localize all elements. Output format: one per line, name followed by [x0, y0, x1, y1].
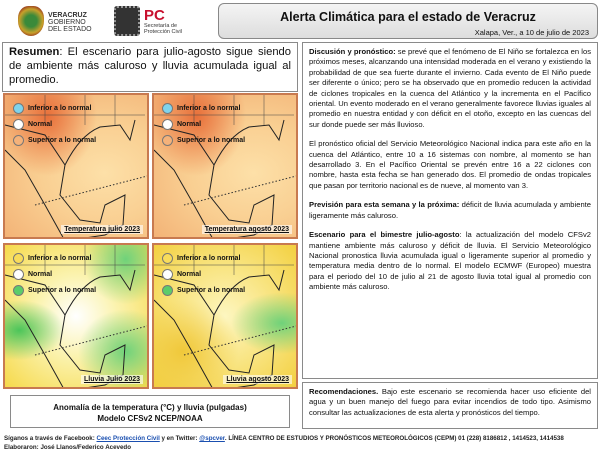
- map-label: Temperatura julio 2023: [61, 225, 143, 234]
- legend-item: Superior a lo normal: [13, 135, 96, 146]
- legend-swatch: [162, 103, 173, 114]
- recomendaciones-box: Recomendaciones. Bajo este escenario se …: [302, 382, 598, 429]
- legend-label: Inferior a lo normal: [177, 255, 241, 262]
- prevision-text: déficit de lluvia acumulada y ambiente l…: [309, 200, 591, 220]
- pc-sub: Protección Civil: [144, 29, 182, 35]
- resumen-text: : El escenario para julio-agosto sigue s…: [9, 46, 291, 86]
- legend-swatch: [13, 253, 24, 264]
- legend-label: Normal: [177, 271, 202, 278]
- pc-seal-logo: [114, 6, 140, 36]
- veracruz-logo: [18, 6, 44, 36]
- discussion-box: Discusión y pronóstico: se prevé que el …: [302, 42, 598, 379]
- veracruz-logo-text: VERACRUZ GOBIERNO DEL ESTADO: [48, 12, 92, 33]
- legend-swatch: [13, 119, 24, 130]
- legend-label: Normal: [28, 271, 53, 278]
- resumen-label: Resumen: [9, 46, 60, 58]
- pc-sub: Secretaría de: [144, 23, 178, 29]
- legend-item: Superior a lo normal: [162, 285, 245, 296]
- footer: Síganos a través de Facebook: Ceec Prote…: [4, 434, 564, 452]
- footer-contact: . LÍNEA CENTRO DE ESTUDIOS Y PRONÓSTICOS…: [224, 435, 564, 442]
- discussion-label: Discusión y pronóstico:: [309, 47, 396, 56]
- legend-item: Inferior a lo normal: [13, 253, 91, 264]
- legend-item: Normal: [13, 119, 52, 130]
- coastline: [5, 95, 147, 237]
- legend-label: Inferior a lo normal: [177, 105, 241, 112]
- title-banner: Alerta Climática para el estado de Verac…: [218, 3, 598, 39]
- logo-line: VERACRUZ: [48, 12, 87, 19]
- caption-line: Anomalía de la temperatura (°C) y lluvia…: [53, 403, 247, 412]
- legend-item: Normal: [13, 269, 52, 280]
- caption-line: Modelo CFSv2 NCEP/NOAA: [97, 414, 203, 423]
- discussion-para2: El pronóstico oficial del Servicio Meteo…: [309, 139, 591, 190]
- legend-swatch: [13, 269, 24, 280]
- map-label: Temperatura agosto 2023: [201, 225, 292, 234]
- coastline: [5, 245, 147, 387]
- legend-swatch: [13, 135, 24, 146]
- legend-swatch: [13, 103, 24, 114]
- legend-label: Inferior a lo normal: [28, 105, 92, 112]
- legend-swatch: [13, 285, 24, 296]
- escenario-text: : la actualización del modelo CFSv2 mant…: [309, 230, 591, 292]
- legend-item: Inferior a lo normal: [13, 103, 91, 114]
- legend-item: Superior a lo normal: [162, 135, 245, 146]
- escenario-label: Escenario para el bimestre julio-agosto: [309, 230, 460, 240]
- maps-caption: Anomalía de la temperatura (°C) y lluvia…: [10, 395, 290, 428]
- prevision-label: Previsión para esta semana y la próxima:: [309, 200, 460, 210]
- legend-label: Inferior a lo normal: [28, 255, 92, 262]
- legend-label: Normal: [28, 121, 53, 128]
- logo-line: DEL ESTADO: [48, 26, 92, 33]
- logo-line: GOBIERNO: [48, 19, 86, 26]
- discussion-text: se prevé que el fenómeno de El Niño se f…: [309, 47, 591, 129]
- page-title: Alerta Climática para el estado de Verac…: [280, 10, 536, 24]
- legend-item: Inferior a lo normal: [162, 103, 240, 114]
- pc-letters: PC: [144, 7, 165, 24]
- map-rain: Inferior a lo normal Normal Superior a lo …: [152, 243, 298, 389]
- twitter-link[interactable]: @spcver: [199, 435, 225, 442]
- legend-label: Superior a lo normal: [28, 287, 97, 294]
- map-rain: Inferior a lo normal Normal Superior a lo …: [3, 243, 149, 389]
- legend-swatch: [162, 285, 173, 296]
- date: Xalapa, Ver., a 10 de julio de 2023: [474, 28, 589, 37]
- legend-label: Superior a lo normal: [28, 137, 97, 144]
- recomendaciones-label: Recomendaciones.: [309, 387, 379, 396]
- legend-swatch: [162, 135, 173, 146]
- legend-swatch: [162, 119, 173, 130]
- legend-label: Superior a lo normal: [177, 137, 246, 144]
- legend-item: Normal: [162, 119, 201, 130]
- resumen-box: Resumen: El escenario para julio-agosto …: [2, 42, 298, 92]
- footer-mid: y en Twitter:: [159, 435, 200, 442]
- legend-item: Inferior a lo normal: [162, 253, 240, 264]
- legend-swatch: [162, 269, 173, 280]
- legend-swatch: [162, 253, 173, 264]
- coastline: [154, 95, 296, 237]
- legend-label: Normal: [177, 121, 202, 128]
- facebook-link[interactable]: Ceec Protección Civil: [96, 435, 160, 442]
- footer-authors: Elaboraron: José Llanos/Federico Acevedo: [4, 444, 131, 451]
- map-temp: Inferior a lo normal Normal Superior a lo …: [152, 93, 298, 239]
- map-label: Lluvia agosto 2023: [223, 375, 292, 384]
- legend-label: Superior a lo normal: [177, 287, 246, 294]
- map-label: Lluvia Julio 2023: [80, 375, 143, 384]
- legend-item: Superior a lo normal: [13, 285, 96, 296]
- footer-prefix: Síganos a través de Facebook:: [4, 435, 97, 442]
- pc-logo-text: PC Secretaría de Protección Civil: [144, 7, 204, 35]
- map-temp: Inferior a lo normal Normal Superior a lo …: [3, 93, 149, 239]
- coastline: [154, 245, 296, 387]
- legend-item: Normal: [162, 269, 201, 280]
- recomendaciones-text: Bajo este escenario se recomienda hacer …: [309, 387, 591, 417]
